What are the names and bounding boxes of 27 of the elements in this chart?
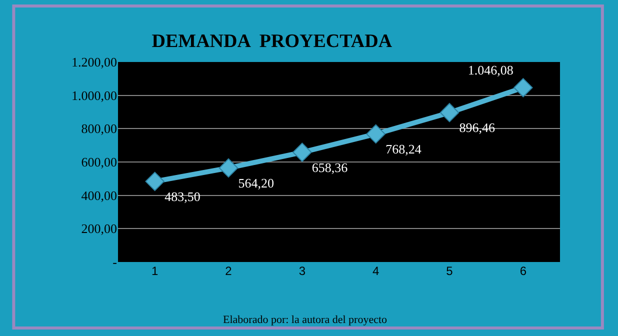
- x-tick-label: 5: [446, 264, 454, 278]
- x-tick-label: 2: [225, 264, 232, 278]
- y-tick-label: 400,00: [81, 188, 117, 203]
- data-label: 1.046,08: [468, 62, 514, 78]
- text: Elaborado por: la autora del proyecto: [223, 314, 388, 326]
- data-label: 483,50: [164, 188, 200, 204]
- data-label: 658,36: [312, 160, 348, 175]
- point: [514, 78, 533, 98]
- x-tick-label: 4: [372, 264, 380, 278]
- x-tick-label: 3: [298, 264, 306, 278]
- point: [218, 158, 238, 178]
- y-tick-label: 1.200,00: [72, 54, 117, 70]
- data-label: 768,24: [386, 141, 422, 156]
- y-tick-label: 800,00: [81, 121, 117, 136]
- y-tick-label: 1.000,00: [72, 88, 117, 103]
- x-tick-label: 6: [520, 264, 527, 278]
- point: [292, 142, 312, 162]
- data-label: 896,46: [459, 120, 496, 136]
- y-tick-label: -: [112, 254, 117, 270]
- point: [440, 102, 460, 122]
- chart-title: DEMANDA PROYECTADA: [152, 30, 392, 52]
- data-label: 564,20: [238, 175, 274, 190]
- y-tick-label: 600,00: [81, 154, 117, 170]
- point: [366, 124, 386, 144]
- point: [145, 172, 164, 192]
- y-tick-label: 200,00: [81, 221, 117, 236]
- x-tick-label: 1: [151, 264, 158, 278]
